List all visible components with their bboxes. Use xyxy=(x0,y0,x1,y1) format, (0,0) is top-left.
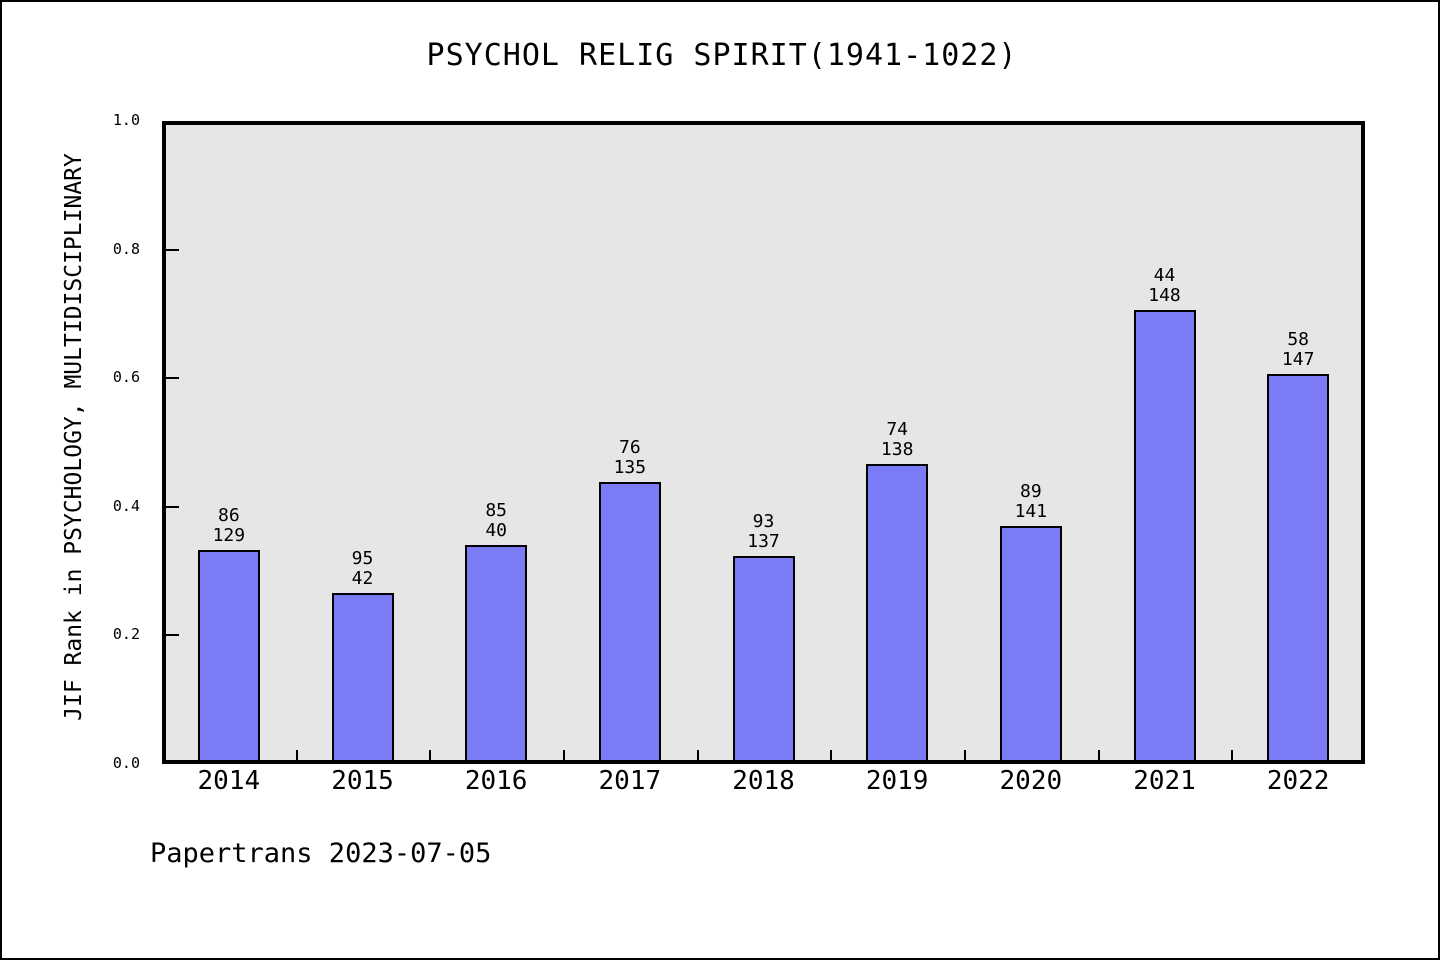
bar[interactable] xyxy=(197,549,260,762)
bar-total-label: 129 xyxy=(212,524,246,546)
x-axis-tick-label: 2022 xyxy=(1266,766,1330,796)
bar-total-label: 147 xyxy=(1281,348,1315,370)
x-axis-tick-label: 2021 xyxy=(1133,766,1196,796)
bar[interactable] xyxy=(999,526,1062,762)
bar-rank-label: 89 xyxy=(1019,481,1042,503)
x-axis-tick-mark xyxy=(830,750,833,764)
bar-value-label: 89 141 xyxy=(951,482,1111,522)
x-axis-tick-label: 2020 xyxy=(999,766,1063,796)
bar-value-label: 74 138 xyxy=(817,420,977,460)
bar-value-label: 85 40 xyxy=(416,499,576,541)
bar[interactable] xyxy=(732,556,795,762)
bar[interactable] xyxy=(1133,310,1196,762)
x-axis-tick-mark xyxy=(1231,750,1234,764)
x-axis-tick-mark xyxy=(1097,750,1100,764)
bar-rank-label: 86 xyxy=(217,504,240,526)
bar-total-label: 141 xyxy=(1014,501,1048,523)
y-axis-tick-label: 0.4 xyxy=(112,496,140,515)
x-axis-tick-label: 2019 xyxy=(865,766,929,796)
chart-title: PSYCHOL RELIG SPIRIT(1941-1022) xyxy=(426,38,1018,73)
bar-rank-label: 74 xyxy=(886,419,908,441)
bar-rank-label: 58 xyxy=(1287,328,1309,350)
x-axis-tick-mark xyxy=(696,750,699,764)
y-axis-tick-label: 1.0 xyxy=(112,111,140,129)
bar-total-label: 40 xyxy=(485,519,507,541)
bar-value-label: 76 135 xyxy=(550,438,710,478)
x-axis-tick-label: 2018 xyxy=(732,766,795,796)
x-axis-tick-label: 2017 xyxy=(598,766,662,796)
bar-total-label: 135 xyxy=(613,457,647,479)
bar-total-label: 42 xyxy=(351,567,374,589)
x-axis-tick-label: 2014 xyxy=(197,766,261,796)
bar-value-label: 93 137 xyxy=(684,512,844,552)
bar[interactable] xyxy=(598,482,661,762)
y-axis-tick-label: 0.6 xyxy=(112,368,140,387)
bar-total-label: 137 xyxy=(747,531,780,553)
x-axis-tick-mark xyxy=(563,750,565,764)
bar-total-label: 148 xyxy=(1148,285,1181,307)
y-axis-tick-mark xyxy=(166,377,179,380)
bar-rank-label: 85 xyxy=(485,499,507,521)
x-axis-tick-mark xyxy=(429,750,432,764)
x-axis-tick-label: 2016 xyxy=(464,766,528,796)
x-axis-tick-mark xyxy=(964,750,966,764)
x-axis-tick-mark xyxy=(295,750,298,764)
y-axis-tick-label: 0.0 xyxy=(112,754,140,772)
footer-note: Papertrans 2023-07-05 xyxy=(150,838,492,869)
bar[interactable] xyxy=(1267,373,1330,762)
bar-rank-label: 93 xyxy=(752,511,775,533)
y-axis-label: JIF Rank in PSYCHOLOGY, MULTIDISCIPLINAR… xyxy=(61,153,87,721)
bar-value-label: 58 147 xyxy=(1218,328,1378,370)
y-axis-tick-mark xyxy=(166,248,179,251)
x-axis-tick-label: 2015 xyxy=(331,766,394,796)
bar[interactable] xyxy=(465,544,528,762)
bar-rank-label: 44 xyxy=(1153,265,1176,287)
y-axis-tick-mark xyxy=(166,505,179,508)
bar-value-label: 95 42 xyxy=(283,547,443,589)
bar-value-label: 44 148 xyxy=(1085,266,1245,306)
bar-total-label: 138 xyxy=(880,439,914,461)
y-axis-tick-label: 0.2 xyxy=(112,625,140,644)
bar-value-label: 86 129 xyxy=(149,504,309,546)
y-axis-tick-label: 0.8 xyxy=(112,239,140,258)
bar-rank-label: 95 xyxy=(351,547,374,569)
bar[interactable] xyxy=(331,592,394,762)
bar-rank-label: 76 xyxy=(618,437,641,459)
bar[interactable] xyxy=(866,464,929,762)
y-axis-tick-mark xyxy=(166,634,179,637)
